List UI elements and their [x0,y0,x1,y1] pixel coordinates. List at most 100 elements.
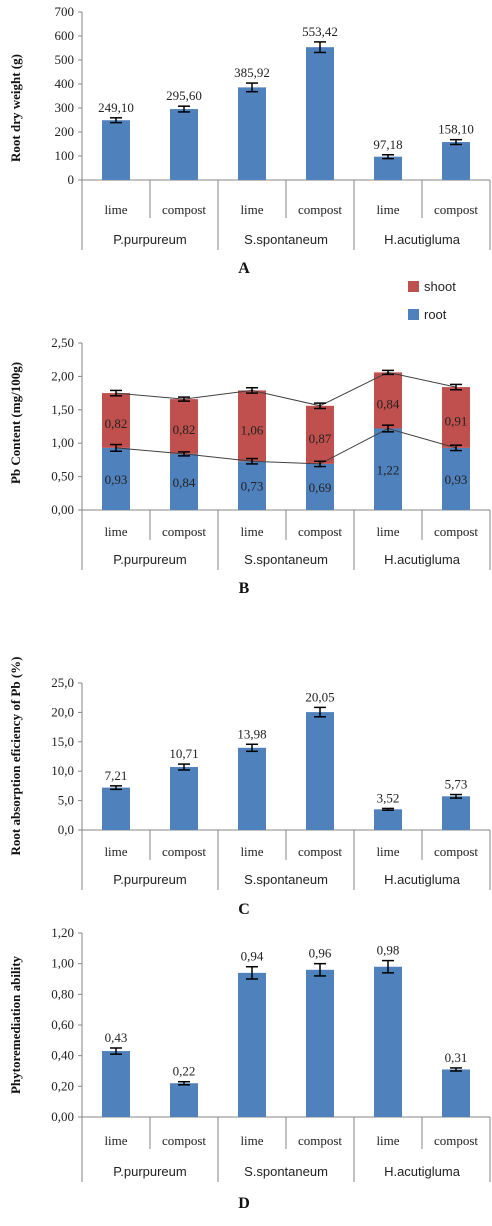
bar [238,972,266,1117]
x-group-label: S.spontaneum [244,552,328,567]
bar [170,109,198,180]
x-group-label: P.purpureum [113,1164,186,1179]
data-label: 5,73 [445,777,468,792]
y-tick-label: 1,00 [51,956,74,971]
x-group-label: S.spontaneum [244,232,328,247]
x-category-label: lime [240,202,263,217]
data-label-shoot: 0,87 [309,431,332,446]
x-category-label: lime [104,524,127,539]
x-group-label: S.spontaneum [244,872,328,887]
x-category-label: lime [104,1133,127,1148]
data-label-root: 0,73 [241,479,264,494]
data-label-root: 1,22 [377,462,400,477]
data-label: 385,92 [234,65,270,80]
x-group-label: P.purpureum [113,872,186,887]
data-label: 0,43 [105,1030,128,1045]
y-tick-label: 0 [68,172,75,187]
y-tick-label: 100 [55,148,75,163]
data-label: 10,71 [169,746,198,761]
bar [306,47,334,180]
bar-shoot [374,372,402,429]
data-label-root: 0,93 [445,472,468,487]
bar [238,87,266,180]
data-label-root: 0,93 [105,472,128,487]
y-axis-label: Phytoremediation ability [8,955,23,1094]
y-axis-label: Root absorption eficiency of Pb (%) [8,657,23,856]
y-tick-label: 0,0 [58,822,74,837]
bar-root [442,447,470,510]
data-label: 0,98 [377,943,400,958]
bar [170,767,198,830]
data-label-shoot: 0,84 [377,396,400,411]
y-tick-label: 1,20 [51,925,74,940]
x-category-label: lime [240,524,263,539]
x-group-label: P.purpureum [113,552,186,567]
x-category-label: compost [298,844,342,859]
y-tick-label: 200 [55,124,75,139]
bar [374,966,402,1117]
bar-shoot [102,393,130,448]
y-tick-label: 0,40 [51,1048,74,1063]
data-label: 7,21 [105,768,128,783]
x-group-label: H.acutigluma [384,872,461,887]
bar [102,120,130,180]
y-tick-label: 0,20 [51,1078,74,1093]
x-category-label: compost [434,202,478,217]
data-label: 0,94 [241,949,264,964]
y-tick-label: 15,0 [51,734,74,749]
y-tick-label: 1,00 [51,435,74,450]
x-category-label: compost [162,524,206,539]
bar [374,156,402,180]
y-tick-label: 10,0 [51,763,74,778]
legend-swatch-root [408,309,419,320]
panel-label: D [238,1195,250,1212]
bar-shoot [442,387,470,448]
bar-shoot [170,399,198,454]
x-category-label: compost [298,202,342,217]
x-group-label: H.acutigluma [384,232,461,247]
y-tick-label: 5,0 [58,793,74,808]
x-category-label: lime [376,524,399,539]
data-label: 0,22 [173,1064,196,1079]
x-category-label: compost [298,524,342,539]
chart-panel-c: 0,0 5,0 10,0 15,0 20,0 25,0 Root absorption ef… [8,657,491,918]
bar [442,1069,470,1117]
y-tick-label: 25,0 [51,675,74,690]
y-axis-label: Root dry weight (g) [8,54,23,162]
chart-panel-d: 0,00 0,20 0,40 0,60 0,80 1,00 1,20 Phytoremedia… [8,925,491,1212]
data-label: 3,52 [377,790,400,805]
x-category-label: lime [240,844,263,859]
data-label-shoot: 0,82 [173,422,196,437]
x-category-label: compost [434,1133,478,1148]
x-category-label: compost [298,1133,342,1148]
data-label: 13,98 [237,726,266,741]
bar [238,747,266,830]
y-tick-label: 600 [55,28,75,43]
bar-shoot [306,405,334,464]
data-label: 97,18 [373,137,402,152]
bar-shoot [238,390,266,462]
bar-root [374,428,402,510]
y-tick-label: 700 [55,4,75,19]
data-label-shoot: 0,91 [445,414,468,429]
y-tick-label: 1,50 [51,402,74,417]
x-category-label: lime [104,844,127,859]
bar [102,787,130,830]
y-tick-label: 0,00 [51,1109,74,1124]
x-group-label: S.spontaneum [244,1164,328,1179]
x-category-label: lime [376,202,399,217]
x-category-label: compost [162,1133,206,1148]
bar [306,712,334,830]
y-tick-label: 0,60 [51,1017,74,1032]
data-label-shoot: 0,82 [105,416,128,431]
x-category-label: lime [240,1133,263,1148]
data-label: 249,10 [98,100,134,115]
x-category-label: compost [434,524,478,539]
y-tick-label: 0,50 [51,469,74,484]
bar [102,1051,130,1117]
data-label-shoot: 1,06 [241,422,264,437]
bar [442,796,470,830]
y-tick-label: 0,80 [51,986,74,1001]
y-tick-label: 2,50 [51,335,74,350]
